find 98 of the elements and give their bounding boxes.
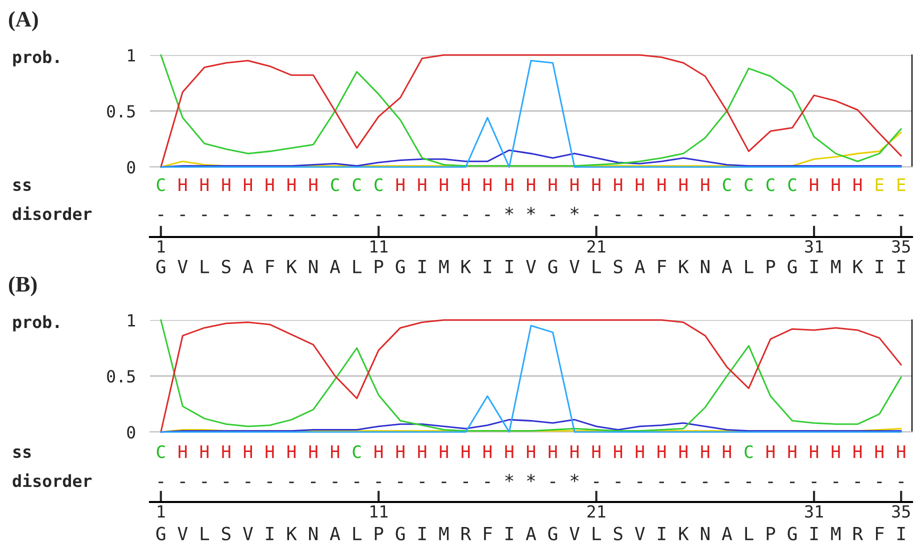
x-tick-label: 11 bbox=[370, 240, 388, 253]
chart-title: (B) bbox=[8, 276, 37, 296]
category-label: H bbox=[309, 445, 318, 458]
category-label: H bbox=[331, 445, 340, 458]
category-label: H bbox=[592, 178, 600, 191]
y-tick-label: 1 bbox=[128, 49, 135, 62]
category-label: H bbox=[244, 445, 252, 458]
category-label: H bbox=[462, 178, 470, 191]
category-label: H bbox=[548, 178, 557, 191]
category-label: H bbox=[440, 445, 448, 458]
category-label: C bbox=[156, 178, 165, 192]
category-label: H bbox=[636, 178, 644, 191]
x-tick-label: 31 bbox=[805, 240, 823, 253]
category-label: E bbox=[876, 178, 884, 191]
category-label: H bbox=[374, 445, 383, 458]
category-label: H bbox=[810, 445, 818, 458]
category-label: E bbox=[898, 178, 906, 191]
category-label: H bbox=[505, 178, 514, 191]
category-label: H bbox=[832, 178, 840, 191]
category-label: H bbox=[287, 178, 296, 191]
category-label: H bbox=[570, 178, 579, 191]
y-axis-title: prob. bbox=[13, 50, 58, 66]
category-label: H bbox=[178, 178, 187, 191]
x-tick-label: 35 bbox=[892, 240, 910, 253]
category-label: H bbox=[897, 445, 906, 458]
category-label: C bbox=[156, 445, 165, 458]
category-label: H bbox=[396, 178, 404, 191]
category-label: C bbox=[722, 178, 731, 192]
category-label: H bbox=[244, 178, 252, 191]
category-label: H bbox=[658, 178, 666, 191]
x-tick-label: 1 bbox=[158, 505, 165, 518]
category-label: C bbox=[744, 445, 753, 458]
category-label: H bbox=[614, 445, 622, 458]
category-label: H bbox=[548, 445, 557, 458]
y-axis-title: prob. bbox=[13, 315, 58, 332]
text: - - - - - - - - - - - - - - - - * * - * - - - - - - - - - - - - - - - bbox=[158, 206, 904, 216]
y-tick-label: 0 bbox=[127, 426, 136, 439]
category-label: H bbox=[200, 445, 208, 458]
category-label: H bbox=[832, 445, 840, 458]
category-label: H bbox=[679, 445, 688, 458]
y-tick-label: 1 bbox=[128, 314, 135, 326]
category-label: H bbox=[614, 178, 622, 191]
category-label: C bbox=[788, 178, 796, 192]
x-tick-label: 31 bbox=[805, 505, 823, 518]
category-label: H bbox=[418, 178, 426, 191]
text: disorder bbox=[12, 206, 92, 220]
category-label: H bbox=[788, 445, 796, 458]
chart-title: (A) bbox=[8, 11, 38, 32]
category-label: C bbox=[331, 178, 339, 192]
category-label: H bbox=[636, 445, 644, 458]
category-label: H bbox=[592, 445, 600, 458]
category-label: H bbox=[396, 445, 404, 458]
category-label: H bbox=[309, 178, 318, 191]
x-tick-label: 35 bbox=[892, 505, 910, 518]
y-tick-label: 0.5 bbox=[107, 105, 135, 118]
category-label: H bbox=[266, 445, 274, 458]
category-label: C bbox=[352, 178, 361, 192]
category-label: H bbox=[854, 445, 862, 458]
category-label: H bbox=[810, 178, 818, 191]
category-label: H bbox=[200, 178, 208, 191]
category-label: H bbox=[570, 445, 579, 458]
category-label: H bbox=[722, 445, 731, 458]
category-label: H bbox=[222, 445, 230, 458]
category-label: H bbox=[178, 445, 187, 458]
category-label: C bbox=[374, 178, 382, 192]
category-label: H bbox=[658, 445, 666, 458]
category-label: C bbox=[352, 445, 361, 458]
category-label: H bbox=[462, 445, 470, 458]
x-tick-label: 21 bbox=[588, 240, 606, 253]
text: ss bbox=[13, 181, 31, 191]
x-tick-label: 11 bbox=[370, 505, 388, 518]
text: - - - - - - - - - - - - - - - - * * - * - - - - - - - - - - - - - - - bbox=[158, 474, 904, 484]
text: ss bbox=[13, 448, 31, 458]
category-label: H bbox=[766, 445, 775, 458]
x-tick-label: 1 bbox=[158, 240, 165, 253]
category-label: H bbox=[701, 445, 710, 458]
category-label: H bbox=[701, 178, 710, 191]
category-label: H bbox=[483, 445, 492, 458]
category-label: H bbox=[287, 445, 296, 458]
y-tick-label: 0.5 bbox=[107, 370, 135, 383]
category-label: H bbox=[440, 178, 448, 191]
text: G V L S A F K N A L P G I M K I I V G V L S A F K N A L P G I M K I I bbox=[156, 260, 905, 274]
category-label: H bbox=[266, 178, 274, 191]
category-label: H bbox=[526, 178, 536, 191]
category-label: H bbox=[505, 445, 514, 458]
x-tick-label: 21 bbox=[588, 505, 606, 518]
category-label: H bbox=[875, 445, 884, 458]
category-label: C bbox=[744, 178, 753, 192]
category-label: H bbox=[526, 445, 536, 458]
y-tick-label: 0 bbox=[127, 161, 136, 174]
category-label: H bbox=[418, 445, 426, 458]
category-label: H bbox=[854, 178, 862, 191]
category-label: H bbox=[483, 178, 492, 191]
text: disorder bbox=[12, 473, 92, 488]
category-label: H bbox=[679, 178, 688, 191]
category-label: C bbox=[766, 178, 774, 192]
category-label: H bbox=[222, 178, 230, 191]
text: G V L S V I K N A L P G I M R F I A G V L S V I K N A L P G I M R F I bbox=[156, 526, 905, 540]
